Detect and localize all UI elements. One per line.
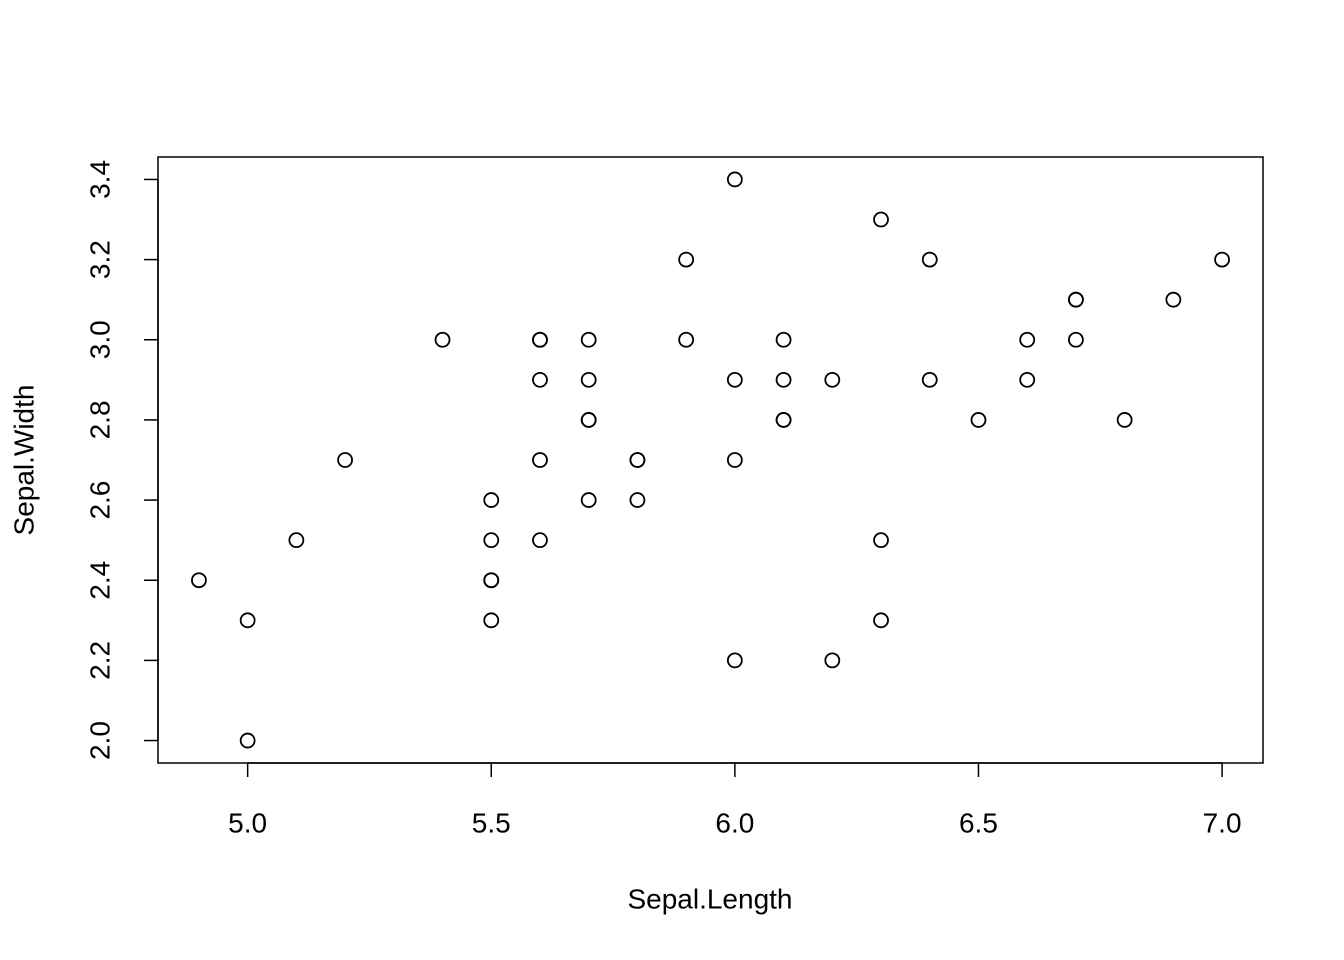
point [483,572,500,589]
point [532,452,548,468]
point [239,612,256,629]
y-tick-label: 2.8 [84,400,115,439]
point [1214,251,1230,268]
point [726,171,743,188]
x-tick-label: 5.0 [228,807,267,838]
point [434,331,451,348]
point [824,652,841,669]
point [580,492,597,508]
point [873,612,889,629]
point [970,412,987,428]
point [726,371,743,388]
y-tick-label: 3.2 [84,240,115,279]
point [873,532,889,549]
point [1019,371,1036,388]
y-tick-label: 2.4 [84,561,115,600]
point [775,412,792,428]
point [483,612,500,629]
point [1165,291,1182,308]
point [921,371,938,388]
point [873,211,889,228]
point [483,532,500,549]
point [775,331,792,348]
y-tick-label: 2.2 [84,641,115,680]
point [580,412,597,428]
point [1019,331,1036,348]
y-tick-label: 2.0 [84,721,115,760]
point [775,371,792,388]
point [1116,412,1133,428]
point [580,371,597,388]
point [580,331,597,348]
point [678,251,695,268]
point [921,251,938,268]
point [483,492,500,508]
point [239,732,256,749]
point [288,532,305,549]
point [532,371,548,388]
point [337,452,353,468]
y-tick-label: 2.6 [84,481,115,520]
x-tick-label: 6.0 [715,807,754,838]
x-axis-title: Sepal.Length [627,883,792,914]
x-tick-label: 7.0 [1203,807,1242,838]
point [1068,291,1084,308]
x-tick-label: 5.5 [472,807,511,838]
point [191,572,207,589]
point [532,331,548,348]
point [726,652,743,669]
point [726,452,743,468]
point [629,492,646,508]
plot-box [157,156,1264,764]
x-tick-label: 6.5 [959,807,998,838]
point [629,452,646,468]
point [678,331,695,348]
y-tick-label: 3.4 [84,160,115,199]
point [1068,331,1084,348]
y-tick-label: 3.0 [84,320,115,359]
point [532,532,548,549]
y-axis-title: Sepal.Width [8,385,39,536]
point [824,371,841,388]
